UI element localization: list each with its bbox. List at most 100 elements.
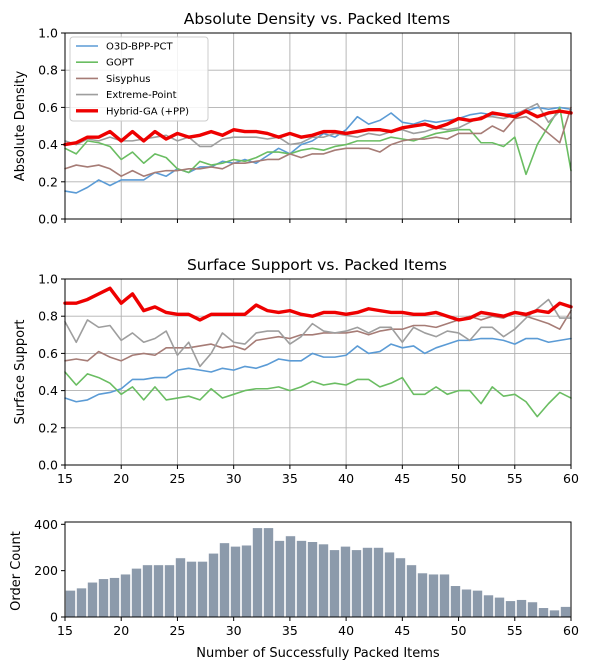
x-tick-label: 15 [57,623,73,638]
x-tick-label: 40 [338,623,354,638]
y-tick-label: 0.0 [38,458,58,473]
density-chart: Absolute Density vs. Packed Items Absolu… [13,10,573,227]
histogram-bar [560,606,571,618]
legend-box [69,36,209,122]
x-tick-label: 50 [451,471,467,486]
histogram-bar [76,587,87,618]
x-tick-label: 50 [451,623,467,638]
histogram-bar [307,541,318,618]
support-chart-ylabel: Surface Support [13,319,28,424]
histogram-bar [98,578,109,618]
histogram-bar [296,540,307,618]
x-tick-label: 20 [113,623,129,638]
x-tick-label: 35 [282,471,298,486]
x-tick-label: 45 [394,623,410,638]
histogram-bar [384,551,395,618]
x-tick-label: 25 [169,471,185,486]
x-tick-label: 15 [57,471,73,486]
x-tick-label: 30 [226,471,242,486]
series-line-gopt [64,371,572,418]
histogram-bar [439,573,450,618]
order-count-xlabel: Number of Successfully Packed Items [196,646,440,661]
histogram-bar [340,546,351,618]
histogram-bar [329,549,340,618]
y-tick-label: 400 [34,517,58,532]
support-chart: Surface Support vs. Packed Items Surface… [13,256,579,486]
x-tick-label: 30 [226,623,242,638]
legend-label-extreme-point: Extreme-Point [106,90,177,101]
histogram-bar [461,588,472,618]
series-line-hybrid-ga-pp [63,286,573,322]
legend-label-hybrid-ga-pp: Hybrid-GA (+PP) [106,106,189,117]
y-tick-label: 0.2 [38,174,58,189]
histogram-bar [428,573,439,618]
histogram-bar [274,540,285,618]
histogram-bar [263,527,274,618]
histogram-bar [153,564,164,618]
y-tick-label: 0.6 [38,100,58,115]
y-tick-label: 0.4 [38,383,58,398]
histogram-bar [527,601,538,618]
series-line-sisyphus [64,309,572,362]
histogram-bar [241,544,252,618]
histogram-bar [538,607,549,618]
histogram-bar [164,564,175,618]
histogram-bar [494,596,505,618]
histogram-bar [318,543,329,618]
histogram-bar [208,552,219,618]
x-tick-label: 60 [563,471,579,486]
order-count-ylabel: Order Count [9,531,24,611]
order-count-frame [64,521,572,618]
histogram-bar [175,557,186,618]
histogram-bar [549,609,560,618]
histogram-bar [505,600,516,618]
y-tick-label: 0.4 [38,137,58,152]
x-tick-label: 25 [169,623,185,638]
histogram-bar [362,547,373,618]
histogram-bar [450,585,461,618]
histogram-bar [65,590,76,618]
y-tick-label: 1.0 [38,272,58,287]
histogram-bar [417,572,428,618]
histogram-bar [252,527,263,618]
x-tick-label: 45 [394,471,410,486]
histogram-bar [351,549,362,618]
series-line-sisyphus [64,106,572,178]
histogram-bar [131,568,142,618]
histogram-bar [472,590,483,618]
legend-label-gopt: GOPT [106,58,135,69]
density-chart-ylabel: Absolute Density [13,71,28,182]
series-line-hybrid-ga-pp [63,109,573,147]
series-line-gopt [64,106,572,176]
histogram-bar [483,594,494,618]
y-tick-label: 0.0 [38,212,58,227]
order-count-chart: Order Count Number of Successfully Packe… [9,517,579,661]
histogram-bar [230,546,241,618]
histogram-bar [373,547,384,618]
x-tick-label: 40 [338,471,354,486]
y-tick-label: 0.8 [38,309,58,324]
histogram-bar [197,561,208,618]
y-tick-label: 0.6 [38,346,58,361]
support-chart-title: Surface Support vs. Packed Items [187,256,447,274]
x-tick-label: 20 [113,471,129,486]
x-tick-label: 60 [563,623,579,638]
density-chart-frame [64,32,572,220]
y-tick-label: 0.8 [38,63,58,78]
histogram-bar [120,573,131,618]
histogram-bar [406,564,417,618]
x-tick-label: 55 [507,471,523,486]
y-tick-label: 1.0 [38,26,58,41]
y-tick-label: 0 [50,610,58,625]
y-tick-label: 0.2 [38,420,58,435]
series-line-extreme-point [64,298,572,368]
x-tick-label: 35 [282,623,298,638]
histogram-bar [395,557,406,618]
histogram-bar [516,599,527,618]
x-tick-label: 55 [507,623,523,638]
legend-label-sisyphus: Sisyphus [106,74,151,85]
histogram-bar [186,561,197,618]
y-tick-label: 200 [34,563,58,578]
series-line-o3d-bpp-pct [64,337,572,403]
